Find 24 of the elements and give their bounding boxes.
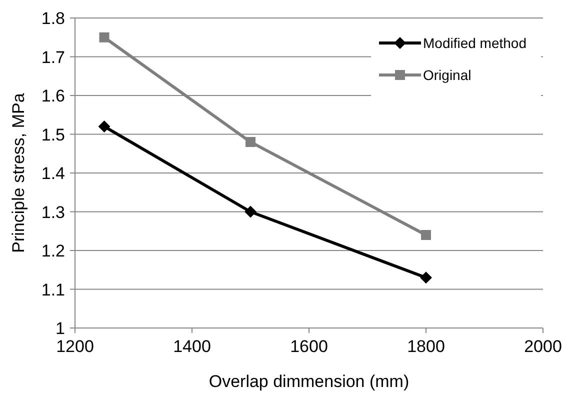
x-tick-label: 1200 [56, 337, 94, 356]
y-tick-label: 1 [56, 319, 65, 338]
legend-label: Modified method [423, 35, 527, 51]
y-tick-label: 1.8 [41, 9, 65, 28]
x-axis-title: Overlap dimmension (mm) [208, 372, 410, 391]
y-tick-label: 1.5 [41, 125, 65, 144]
point [244, 206, 256, 218]
x-tick-label: 2000 [524, 337, 562, 356]
x-tick-label: 1800 [407, 337, 445, 356]
y-tick-label: 1.2 [41, 242, 65, 260]
x-tick-label: 1600 [290, 337, 328, 356]
y-tick-label: 1.6 [41, 86, 65, 106]
point [420, 272, 432, 284]
point [99, 32, 110, 42]
y-tick-label: 1.1 [41, 280, 65, 300]
y-tick-label: 1.7 [41, 48, 65, 67]
y-tick-label: 1.3 [41, 202, 65, 222]
legend-label: Original [423, 67, 472, 83]
point [246, 137, 256, 147]
x-tick-label: 1400 [173, 337, 211, 356]
point [421, 230, 431, 240]
y-axis-title: Principle stress, MPa [9, 92, 28, 253]
y-tick-label: 1.4 [41, 164, 65, 183]
point [98, 120, 110, 132]
